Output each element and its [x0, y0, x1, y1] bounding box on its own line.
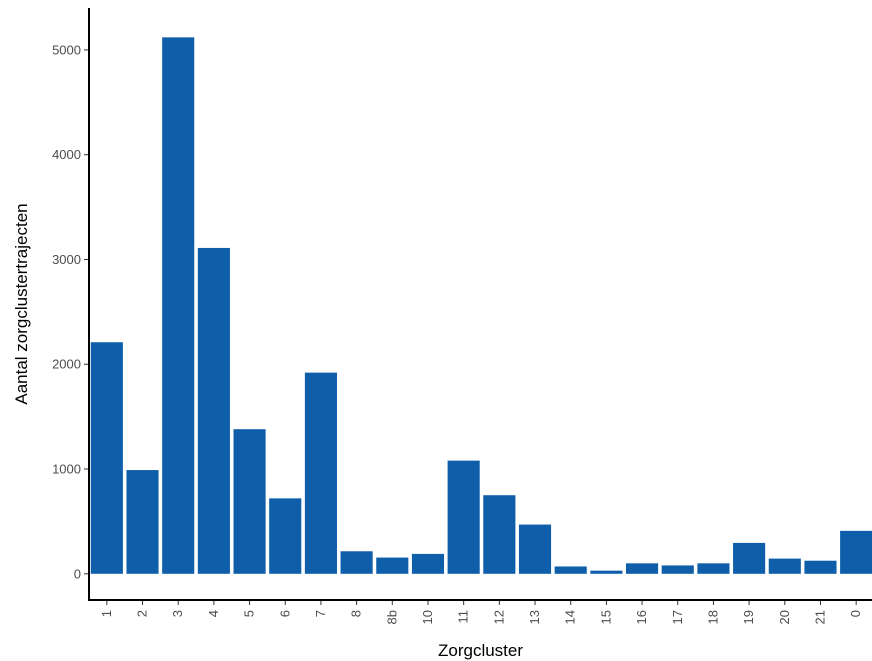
- bar-10: [411, 553, 445, 574]
- x-tick-label-17: 17: [670, 610, 685, 624]
- bar-6: [269, 498, 302, 574]
- x-tick-label-5: 5: [242, 610, 257, 617]
- x-tick-label-4: 4: [206, 610, 221, 617]
- x-tick-label-21: 21: [812, 610, 827, 624]
- y-tick-label-5000: 5000: [52, 42, 81, 57]
- bar-14: [554, 566, 587, 574]
- x-tick-label-14: 14: [563, 610, 578, 624]
- bar-19: [733, 542, 766, 574]
- x-tick-label-7: 7: [313, 610, 328, 617]
- bar-8: [340, 551, 373, 574]
- bar-15: [590, 570, 623, 574]
- bar-17: [661, 565, 694, 574]
- y-tick-label-1000: 1000: [52, 462, 81, 477]
- bar-1: [90, 342, 123, 574]
- x-tick-label-19: 19: [741, 610, 756, 624]
- bar-21: [804, 560, 837, 574]
- x-axis-title: Zorgcluster: [438, 641, 523, 660]
- y-tick-label-3000: 3000: [52, 252, 81, 267]
- bar-13: [518, 524, 552, 574]
- bar-18: [697, 563, 730, 574]
- bar-2: [126, 470, 159, 574]
- x-tick-label-8b: 8b: [384, 610, 399, 624]
- bar-16: [626, 563, 659, 574]
- x-tick-label-10: 10: [420, 610, 435, 624]
- x-tick-label-1: 1: [99, 610, 114, 617]
- x-tick-label-12: 12: [491, 610, 506, 624]
- bar-4: [197, 247, 230, 574]
- bar-0: [840, 530, 872, 574]
- x-tick-label-15: 15: [598, 610, 613, 624]
- bar-11: [447, 460, 480, 574]
- y-tick-label-2000: 2000: [52, 357, 81, 372]
- x-tick-label-2: 2: [135, 610, 150, 617]
- y-tick-label-4000: 4000: [52, 147, 81, 162]
- y-axis-title: Aantal zorgclustertrajecten: [12, 203, 31, 404]
- y-axis-ticks: 0 1000 2000 3000 4000 5000: [52, 42, 89, 581]
- bar-12: [483, 495, 516, 574]
- bar-8b: [376, 557, 409, 574]
- x-tick-label-6: 6: [277, 610, 292, 617]
- y-tick-label-0: 0: [74, 566, 81, 581]
- x-tick-label-13: 13: [527, 610, 542, 624]
- x-tick-label-11: 11: [456, 610, 471, 624]
- x-tick-label-0: 0: [848, 610, 863, 617]
- bar-7: [304, 372, 337, 574]
- x-tick-label-3: 3: [170, 610, 185, 617]
- x-tick-label-20: 20: [777, 610, 792, 624]
- x-axis-ticks: 1 2 3 4 5 6 7 8 8b 10 11 12 13 14 15 16 17 18 19 20 21 0: [99, 600, 863, 624]
- x-tick-label-18: 18: [705, 610, 720, 624]
- x-tick-label-16: 16: [634, 610, 649, 624]
- bars-group: [90, 37, 872, 574]
- bar-5: [233, 429, 266, 574]
- bar-20: [768, 558, 801, 574]
- x-tick-label-8: 8: [349, 610, 364, 617]
- bar-3: [162, 37, 195, 574]
